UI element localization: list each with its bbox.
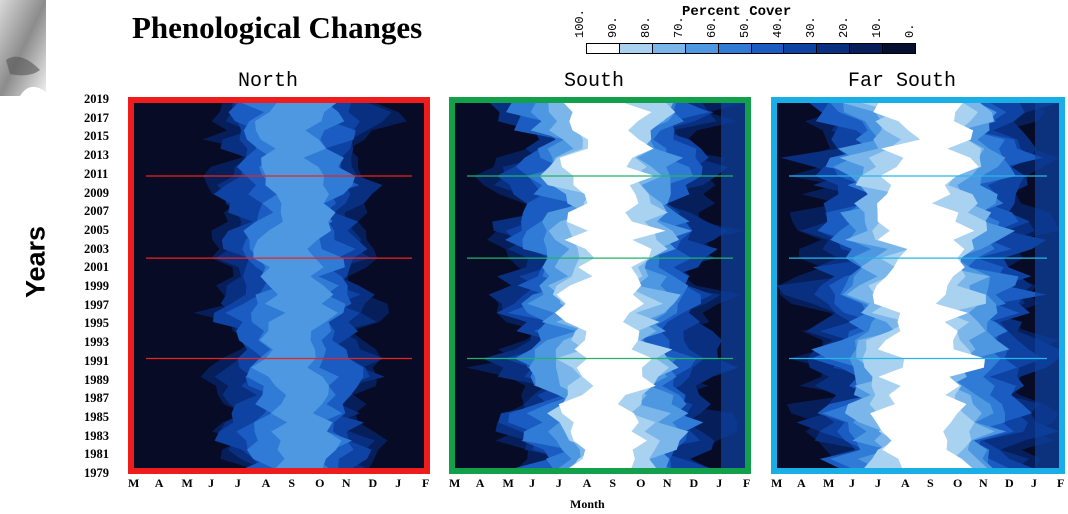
month-tick-label: J [875,476,881,490]
year-tick-label: 1995 [84,316,109,331]
legend-swatch [850,44,884,53]
year-tick-label: 1981 [84,447,109,462]
year-tick-label: 1997 [84,297,109,312]
legend-swatch [652,44,686,53]
heatmap-contours [777,103,1059,468]
year-tick-label: 1999 [84,279,109,293]
corner-photo-fragment [0,0,46,96]
legend-color-bar [586,43,916,54]
legend-swatch [751,44,785,53]
legend-tick-label: 20. [837,16,851,38]
year-tick-label: 1983 [84,428,109,443]
year-tick-label: 2019 [84,92,109,106]
month-tick-label: O [315,476,325,490]
month-tick-label: S [288,476,296,490]
month-tick-label: A [261,476,271,490]
heatmap-panel-north [128,97,430,474]
month-tick-label: O [953,476,963,490]
heatmap-contours [146,103,412,468]
year-tick-label: 2015 [84,129,109,144]
year-tick-label: 2003 [84,241,109,256]
month-tick-label: J [716,476,723,490]
month-tick-label: S [927,476,934,490]
year-tick-label: 1985 [84,409,109,424]
legend-tick-label: 30. [804,16,818,38]
year-tick-label: 1987 [84,391,109,406]
legend-tick-label: 80. [639,16,653,38]
month-tick-label: N [662,476,672,490]
legend-tick-label: 0. [903,23,917,38]
month-tick-label: M [128,476,140,490]
month-tick-label: M [771,476,783,490]
month-tick-label: J [849,476,855,490]
year-tick-label: 1979 [84,466,109,480]
legend-tick-label: 10. [870,16,884,38]
legend-swatch [619,44,653,53]
month-tick-label: D [1005,476,1014,490]
heatmap-panel-south [449,97,751,474]
legend-title: Percent Cover [682,4,792,20]
legend-swatch [718,44,752,53]
winter-edge-band [721,103,745,468]
month-tick-label: A [582,476,592,490]
month-tick-label: D [368,476,378,490]
year-tick-label: 2013 [84,148,109,163]
month-tick-label: M [823,476,835,490]
year-tick-label: 1991 [84,353,109,368]
y-axis-label: Years [20,225,51,299]
panel-title: Far South [848,70,957,93]
heatmap-contours [466,103,745,468]
panel-title: South [564,70,625,93]
legend-tick-label: 40. [771,16,785,38]
month-tick-label: J [395,476,402,490]
month-tick-label: D [689,476,699,490]
month-tick-label: M [181,476,193,490]
contour-band-90-percent [870,103,985,468]
year-tick-label: 2005 [84,222,109,237]
month-tick-label: A [154,476,164,490]
contour-band-90-percent [555,103,666,468]
heatmap-panel-far-south [771,97,1065,474]
year-tick-label: 2011 [84,166,109,181]
legend-swatch [587,44,620,53]
year-tick-label: 2017 [84,110,109,125]
year-tick-label: 2007 [84,204,109,219]
panel-title: North [238,70,299,93]
legend-swatch [685,44,719,53]
x-axis-label: Month [570,497,605,511]
legend-tick-label: 60. [705,16,719,38]
legend-swatch [883,44,916,53]
month-tick-label: A [475,476,485,490]
month-tick-label: A [901,476,910,490]
month-tick-label: M [502,476,514,490]
contour-band-60-percent [251,103,342,468]
legend-swatch [784,44,818,53]
month-tick-label: J [234,476,241,490]
month-tick-label: N [979,476,988,490]
year-tick-label: 2001 [84,260,109,275]
month-tick-label: J [529,476,536,490]
month-tick-label: S [609,476,617,490]
legend-tick-label: 90. [606,16,620,38]
month-tick-label: M [449,476,461,490]
chart-title: Phenological Changes [132,10,423,45]
month-tick-label: F [743,476,751,490]
month-tick-label: O [636,476,646,490]
year-tick-label: 1993 [84,335,109,350]
year-tick-label: 1989 [84,372,109,387]
legend-tick-label: 100. [573,9,587,38]
month-tick-label: J [555,476,562,490]
month-tick-label: J [1031,476,1037,490]
month-tick-label: J [208,476,215,490]
month-tick-label: F [422,476,430,490]
legend-swatch [817,44,851,53]
month-tick-label: F [1057,476,1065,490]
legend-tick-label: 70. [672,16,686,38]
legend-tick-label: 50. [738,16,752,38]
year-tick-label: 2009 [84,185,109,200]
winter-edge-band [1035,103,1059,468]
month-tick-label: N [341,476,351,490]
month-tick-label: A [797,476,806,490]
